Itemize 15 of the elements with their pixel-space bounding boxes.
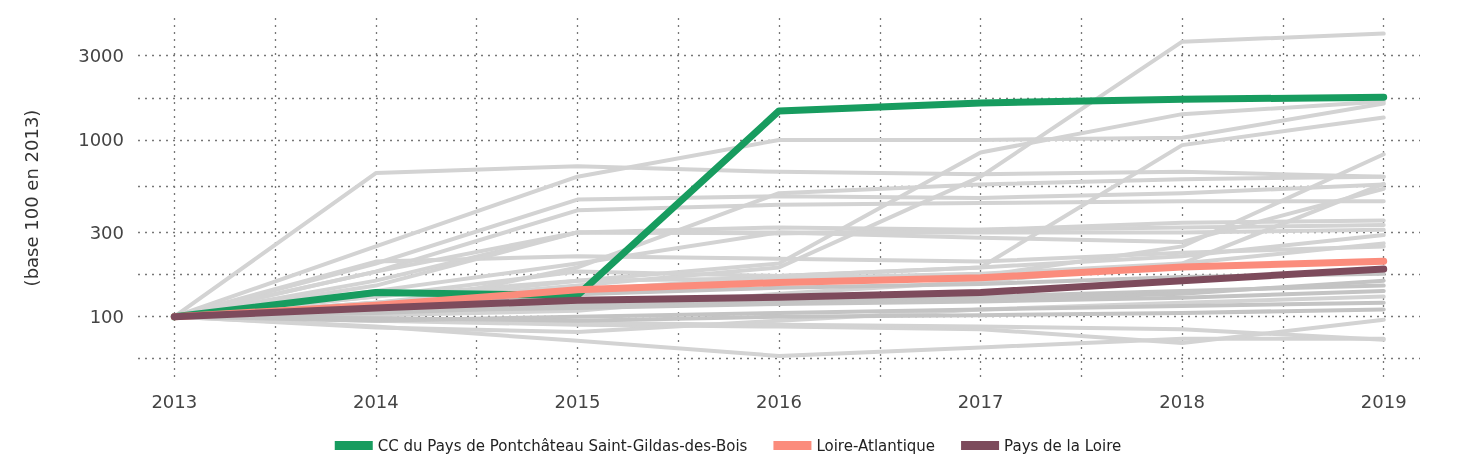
x-tick-label: 2018 — [1159, 390, 1206, 412]
legend-label: CC du Pays de Pontchâteau Saint-Gildas-des-Bois — [377, 436, 748, 455]
x-tick-label: 2014 — [352, 390, 399, 412]
y-tick-label: 300 — [89, 221, 124, 243]
y-tick-label: 3000 — [78, 45, 124, 67]
x-tick-label: 2015 — [554, 390, 601, 412]
y-tick-label: 100 — [89, 306, 124, 328]
legend-label: Loire-Atlantique — [816, 436, 936, 455]
x-tick-label: 2016 — [756, 390, 802, 412]
x-tick-label: 2017 — [957, 390, 1004, 412]
y-tick-label: 1000 — [78, 129, 124, 151]
y-axis-title: (base 100 en 2013) — [20, 109, 42, 287]
x-tick-label: 2019 — [1360, 390, 1407, 412]
legend-label: Pays de la Loire — [1004, 436, 1122, 455]
x-tick-label: 2013 — [151, 390, 198, 412]
